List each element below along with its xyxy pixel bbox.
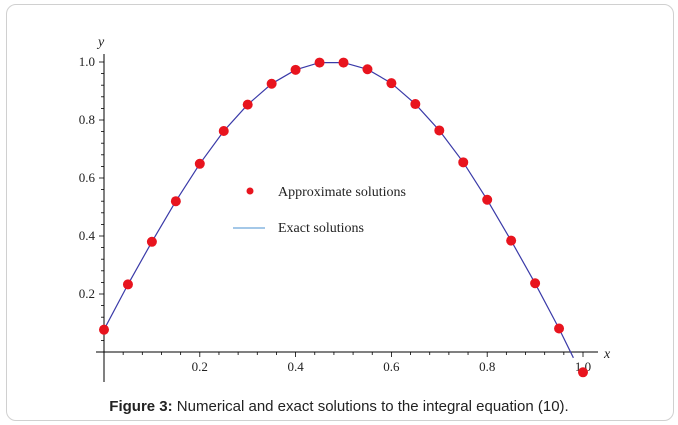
y-tick-label: 0.8 (79, 112, 95, 127)
approx-point (146, 236, 157, 247)
series (99, 57, 588, 378)
approx-point (99, 324, 109, 335)
y-axis-label: y (96, 35, 105, 50)
approx-point (362, 64, 373, 75)
approx-point (266, 78, 277, 89)
approx-point (170, 196, 181, 207)
x-tick-label: 0.4 (287, 359, 304, 374)
legend-approx-label: Approximate solutions (278, 185, 406, 200)
x-tick-label: 0.6 (383, 359, 400, 374)
legend: Approximate solutions Exact solutions (233, 185, 406, 236)
y-tick-label: 0.2 (79, 286, 95, 301)
approx-point (194, 158, 205, 169)
axes: xy (96, 35, 611, 382)
x-axis-label: x (603, 347, 611, 362)
approx-point (386, 78, 397, 89)
caption-text: Numerical and exact solutions to the int… (172, 398, 569, 415)
approx-point (530, 278, 541, 289)
x-tick-label: 0.8 (479, 359, 495, 374)
y-tick-label: 0.4 (79, 228, 96, 243)
approx-point (482, 194, 493, 205)
approx-point (506, 235, 517, 246)
approx-point (434, 125, 445, 136)
approx-point (242, 99, 253, 110)
approx-point (122, 279, 133, 290)
approx-point (218, 126, 229, 137)
exact-solution-line (103, 61, 574, 359)
approx-point (554, 323, 565, 334)
approx-point (338, 57, 349, 68)
legend-approx-marker (246, 187, 254, 195)
caption-label: Figure 3: (109, 398, 173, 415)
y-tick-label: 0.6 (79, 170, 96, 185)
figure-caption: Figure 3: Numerical and exact solutions … (0, 398, 678, 415)
approx-point (290, 64, 301, 75)
approx-point (314, 57, 325, 68)
approx-point (410, 99, 421, 110)
ticks: 0.2 0.4 0.6 0.8 1.00.20.40.60.81.0 (79, 54, 591, 374)
approx-point (578, 367, 588, 378)
approx-point (458, 157, 469, 168)
legend-exact-label: Exact solutions (278, 221, 364, 236)
y-tick-label: 1.0 (79, 54, 95, 69)
x-tick-label: 0.2 (192, 359, 208, 374)
